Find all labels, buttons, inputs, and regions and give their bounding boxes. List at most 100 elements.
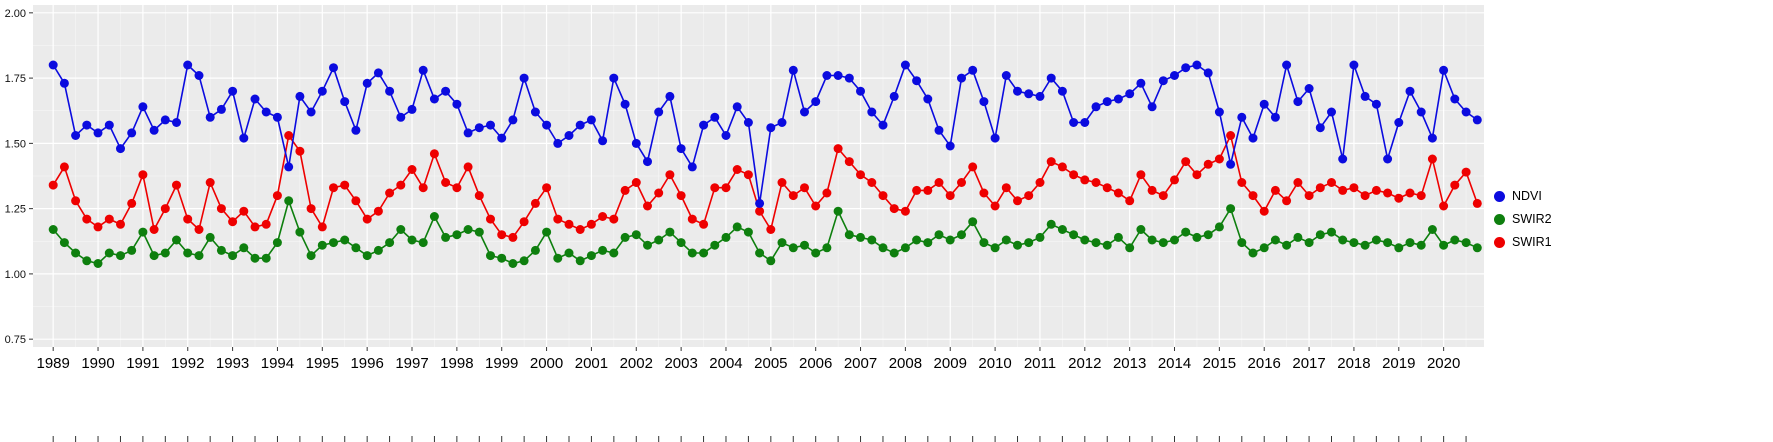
data-point-swir2[interactable] (295, 227, 305, 237)
data-point-swir2[interactable] (441, 232, 451, 242)
data-point-ndvi[interactable] (755, 198, 765, 208)
data-point-swir1[interactable] (194, 225, 204, 234)
data-point-swir1[interactable] (530, 198, 540, 208)
data-point-swir1[interactable] (1450, 180, 1460, 190)
data-point-ndvi[interactable] (452, 99, 462, 109)
data-point-swir2[interactable] (463, 225, 473, 234)
data-point-swir1[interactable] (542, 183, 552, 193)
data-point-swir2[interactable] (777, 238, 787, 248)
data-point-ndvi[interactable] (586, 115, 596, 125)
data-point-swir1[interactable] (1360, 191, 1370, 201)
data-point-ndvi[interactable] (1270, 112, 1280, 122)
data-point-swir2[interactable] (1416, 240, 1426, 250)
data-point-swir2[interactable] (340, 235, 350, 245)
data-point-swir1[interactable] (474, 191, 484, 201)
data-point-ndvi[interactable] (732, 102, 742, 112)
data-point-swir1[interactable] (519, 217, 529, 227)
data-point-ndvi[interactable] (373, 68, 383, 78)
data-point-swir2[interactable] (586, 251, 596, 261)
data-point-swir2[interactable] (1147, 235, 1157, 245)
data-point-swir2[interactable] (878, 243, 888, 253)
data-point-swir1[interactable] (676, 191, 686, 201)
data-point-ndvi[interactable] (1360, 91, 1370, 101)
data-point-ndvi[interactable] (463, 128, 473, 138)
data-point-swir1[interactable] (766, 225, 776, 234)
data-point-swir1[interactable] (1080, 175, 1090, 185)
data-point-swir1[interactable] (463, 162, 473, 172)
data-point-swir1[interactable] (104, 214, 114, 224)
data-point-swir2[interactable] (1439, 240, 1449, 250)
data-point-swir2[interactable] (172, 235, 181, 245)
data-point-ndvi[interactable] (687, 162, 697, 172)
data-point-ndvi[interactable] (160, 115, 170, 125)
data-point-swir1[interactable] (1439, 201, 1449, 211)
data-point-swir2[interactable] (497, 253, 507, 263)
data-point-ndvi[interactable] (979, 97, 989, 107)
data-point-swir2[interactable] (1270, 235, 1280, 245)
data-point-swir1[interactable] (889, 204, 899, 214)
data-point-swir2[interactable] (519, 256, 529, 266)
data-point-swir1[interactable] (1270, 185, 1280, 195)
data-point-swir1[interactable] (1069, 170, 1079, 180)
data-point-swir2[interactable] (1057, 225, 1067, 234)
data-point-swir2[interactable] (474, 227, 484, 237)
legend-item-ndvi[interactable]: NDVI (1494, 188, 1552, 204)
data-point-swir2[interactable] (1113, 232, 1123, 242)
data-point-swir1[interactable] (800, 183, 809, 193)
data-point-ndvi[interactable] (1069, 118, 1079, 127)
data-point-swir2[interactable] (732, 222, 742, 232)
data-point-swir1[interactable] (990, 201, 1000, 211)
data-point-swir2[interactable] (1237, 238, 1247, 248)
data-point-swir2[interactable] (385, 238, 395, 248)
data-point-swir2[interactable] (766, 256, 776, 266)
data-point-ndvi[interactable] (1046, 73, 1056, 83)
data-point-ndvi[interactable] (1102, 97, 1112, 107)
data-point-swir2[interactable] (856, 232, 865, 242)
data-point-swir2[interactable] (116, 251, 125, 261)
data-point-swir2[interactable] (205, 232, 215, 242)
data-point-swir1[interactable] (1248, 191, 1258, 201)
data-point-swir1[interactable] (575, 225, 585, 234)
data-point-swir2[interactable] (250, 253, 260, 263)
data-point-swir1[interactable] (945, 191, 955, 201)
data-point-swir1[interactable] (1383, 188, 1393, 198)
data-point-swir2[interactable] (1349, 238, 1359, 248)
data-point-swir1[interactable] (900, 206, 910, 216)
data-point-ndvi[interactable] (396, 112, 406, 122)
data-point-swir2[interactable] (1214, 222, 1224, 232)
data-point-swir2[interactable] (373, 245, 383, 255)
data-point-ndvi[interactable] (59, 78, 69, 88)
data-point-swir1[interactable] (732, 165, 742, 174)
data-point-ndvi[interactable] (1293, 97, 1303, 107)
data-point-swir2[interactable] (93, 259, 103, 268)
data-point-swir1[interactable] (1282, 196, 1292, 206)
data-point-swir2[interactable] (844, 230, 854, 240)
data-point-ndvi[interactable] (1001, 71, 1011, 80)
data-point-ndvi[interactable] (945, 141, 955, 151)
data-point-swir2[interactable] (833, 206, 843, 216)
data-point-swir2[interactable] (1125, 243, 1135, 253)
data-point-swir2[interactable] (1371, 235, 1381, 245)
data-point-swir1[interactable] (385, 188, 395, 198)
data-point-swir2[interactable] (1461, 238, 1471, 248)
data-point-swir1[interactable] (1181, 157, 1191, 167)
data-point-swir2[interactable] (934, 230, 944, 240)
data-point-swir2[interactable] (968, 217, 978, 227)
data-point-ndvi[interactable] (48, 60, 58, 70)
data-point-swir1[interactable] (228, 217, 238, 227)
data-point-ndvi[interactable] (1450, 94, 1460, 104)
data-point-swir2[interactable] (1248, 248, 1258, 258)
data-point-swir2[interactable] (284, 196, 294, 206)
data-point-swir2[interactable] (1102, 240, 1112, 250)
data-point-swir1[interactable] (777, 178, 787, 187)
data-point-swir2[interactable] (643, 240, 652, 250)
data-point-swir1[interactable] (1091, 178, 1101, 187)
data-point-swir1[interactable] (867, 178, 877, 187)
data-point-ndvi[interactable] (172, 118, 181, 127)
data-point-ndvi[interactable] (127, 128, 137, 138)
data-point-swir2[interactable] (429, 212, 439, 221)
data-point-swir1[interactable] (407, 165, 417, 174)
data-point-swir1[interactable] (687, 214, 697, 224)
data-point-swir2[interactable] (362, 251, 372, 261)
data-point-ndvi[interactable] (194, 71, 204, 80)
